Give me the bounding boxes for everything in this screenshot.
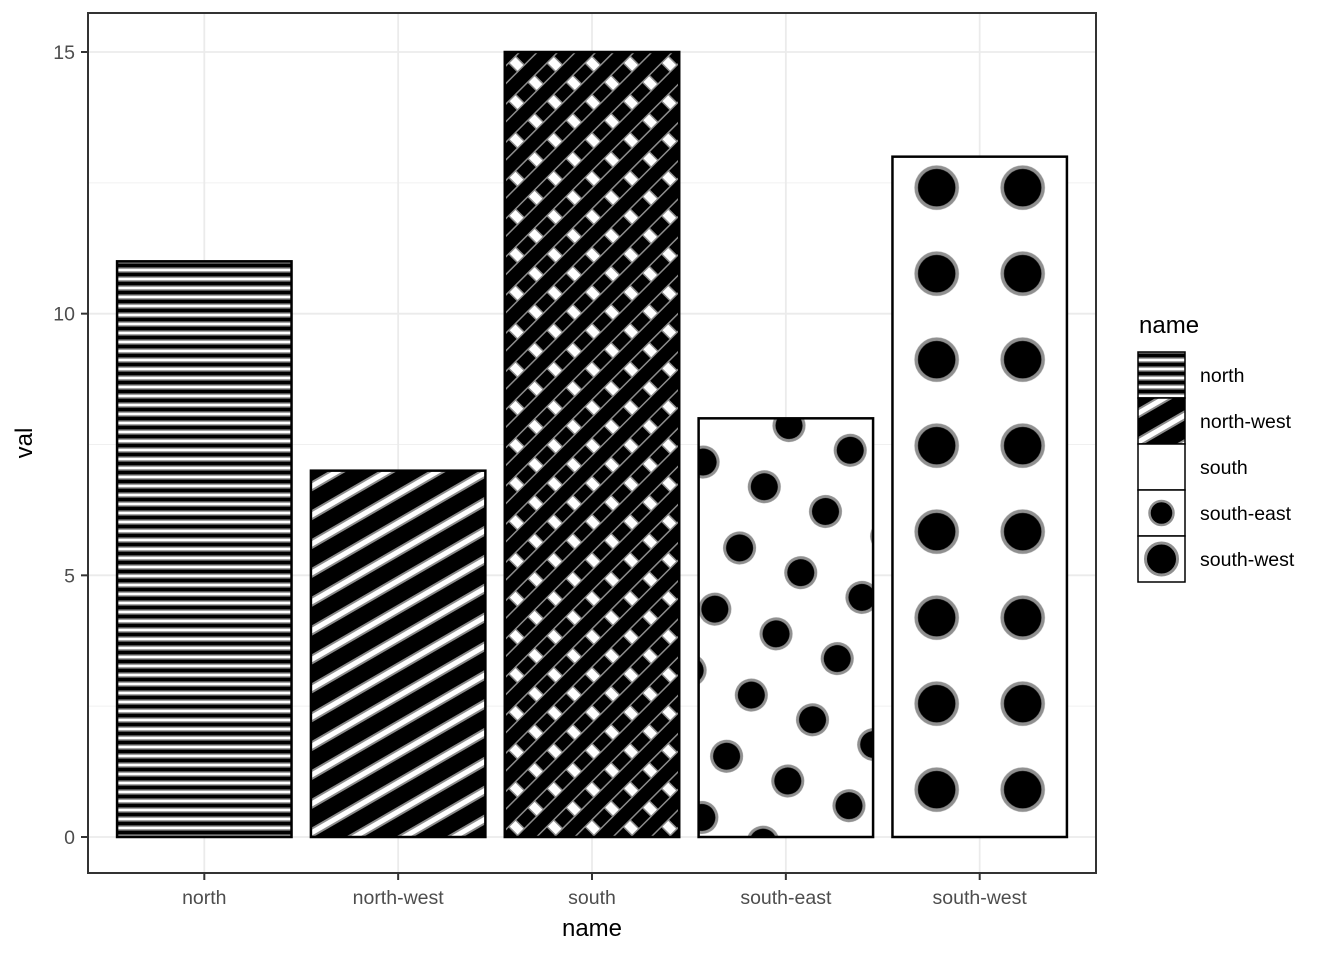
bar-south-west — [891, 155, 1069, 839]
legend-key-pattern-diagonal-stripes — [1138, 398, 1185, 444]
bar-border — [115, 260, 293, 839]
bar-border — [503, 50, 681, 839]
bar-border — [697, 417, 875, 839]
legend-label: south — [1200, 457, 1248, 479]
x-tick-label: south — [568, 887, 616, 909]
legend-key-pattern-horizontal-stripes — [1138, 352, 1185, 398]
legend-label: north — [1200, 365, 1244, 387]
y-tick-label: 15 — [53, 42, 75, 64]
x-tick-label: south-west — [933, 887, 1028, 909]
legend-key-south-west — [1137, 535, 1186, 583]
legend-key-south — [1137, 443, 1186, 491]
x-tick-label: north-west — [353, 887, 445, 909]
bar-north — [115, 260, 293, 839]
legend-key-north — [1137, 351, 1186, 399]
bar-south — [503, 50, 681, 839]
x-tick-label: south-east — [740, 887, 832, 909]
legend-title: name — [1139, 312, 1199, 339]
x-tick-label: north — [182, 887, 226, 909]
bar-border — [309, 469, 487, 839]
y-tick-label: 10 — [53, 304, 75, 326]
legend-key-dot-small — [1148, 499, 1175, 527]
bar-pattern-horizontal-stripes — [117, 261, 292, 837]
y-tick-label: 0 — [64, 827, 75, 849]
bar-pattern-dots-small — [698, 418, 874, 837]
bar-south-east — [697, 417, 875, 839]
legend-key-south-east — [1137, 489, 1186, 537]
legend-key-dot-large — [1144, 541, 1179, 577]
bar-pattern-dots-large — [892, 156, 1067, 837]
bar-border — [891, 155, 1069, 839]
legend-key-north-west — [1137, 397, 1186, 445]
y-tick-label: 5 — [64, 565, 75, 587]
bar-pattern-diagonal-stripes — [310, 470, 486, 837]
legend-label: south-east — [1200, 503, 1292, 525]
y-axis-title: val — [11, 428, 38, 459]
bar-pattern-weave — [504, 52, 680, 837]
legend-key-border — [1137, 535, 1186, 583]
bar-north-west — [309, 469, 487, 839]
legend-key-background — [1138, 444, 1185, 490]
x-axis-title: name — [562, 915, 622, 942]
legend-label: north-west — [1200, 411, 1292, 433]
legend-label: south-west — [1200, 549, 1295, 571]
